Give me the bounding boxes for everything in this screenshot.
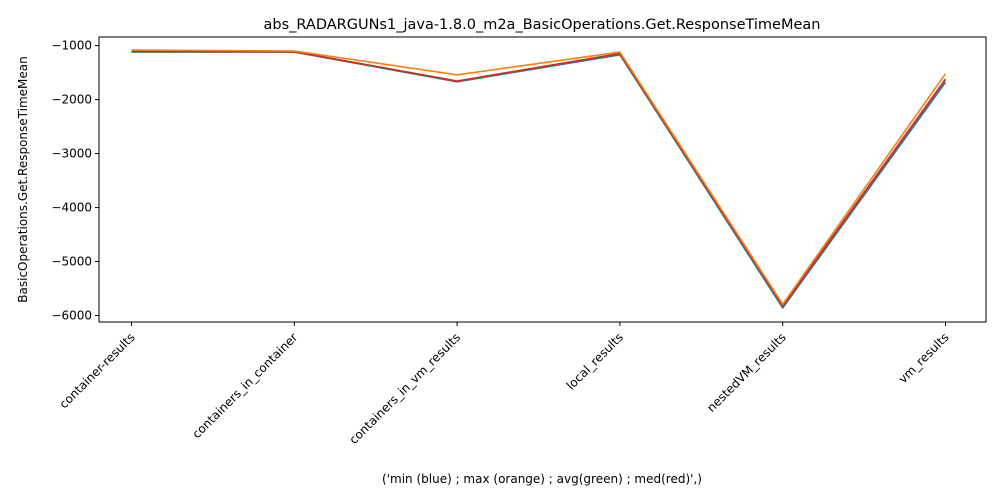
chart-title: abs_RADARGUNs1_java-1.8.0_m2a_BasicOpera… bbox=[264, 17, 821, 33]
x-tick-label: nestedVM_results bbox=[704, 330, 789, 415]
y-tick-label: −4000 bbox=[51, 201, 92, 215]
x-axis: container-results containers_in_container… bbox=[57, 322, 952, 447]
series-line-3 bbox=[131, 49, 947, 306]
x-tick-label: local_results bbox=[564, 330, 626, 392]
series-line-2 bbox=[131, 50, 947, 307]
x-tick-label: containers_in_vm_results bbox=[347, 330, 464, 447]
y-tick-label: −1000 bbox=[51, 39, 92, 53]
series-line-1 bbox=[131, 50, 947, 308]
plot-frame bbox=[98, 36, 987, 323]
series-line-0 bbox=[131, 51, 947, 309]
y-axis: −1000 −2000 −3000 −4000 −5000 −6000 bbox=[51, 39, 99, 323]
series-layer bbox=[131, 49, 947, 309]
y-tick-label: −5000 bbox=[51, 255, 92, 269]
y-tick-label: −6000 bbox=[51, 309, 92, 323]
y-tick-label: −3000 bbox=[51, 147, 92, 161]
x-tick-label: container-results bbox=[57, 330, 138, 411]
x-tick-label: vm_results bbox=[896, 330, 952, 386]
x-axis-label: ('min (blue) ; max (orange) ; avg(green)… bbox=[382, 472, 702, 486]
x-tick-label: containers_in_container bbox=[189, 330, 300, 441]
y-tick-label: −2000 bbox=[51, 93, 92, 107]
y-axis-label: BasicOperations.Get.ResponseTimeMean bbox=[16, 56, 30, 302]
